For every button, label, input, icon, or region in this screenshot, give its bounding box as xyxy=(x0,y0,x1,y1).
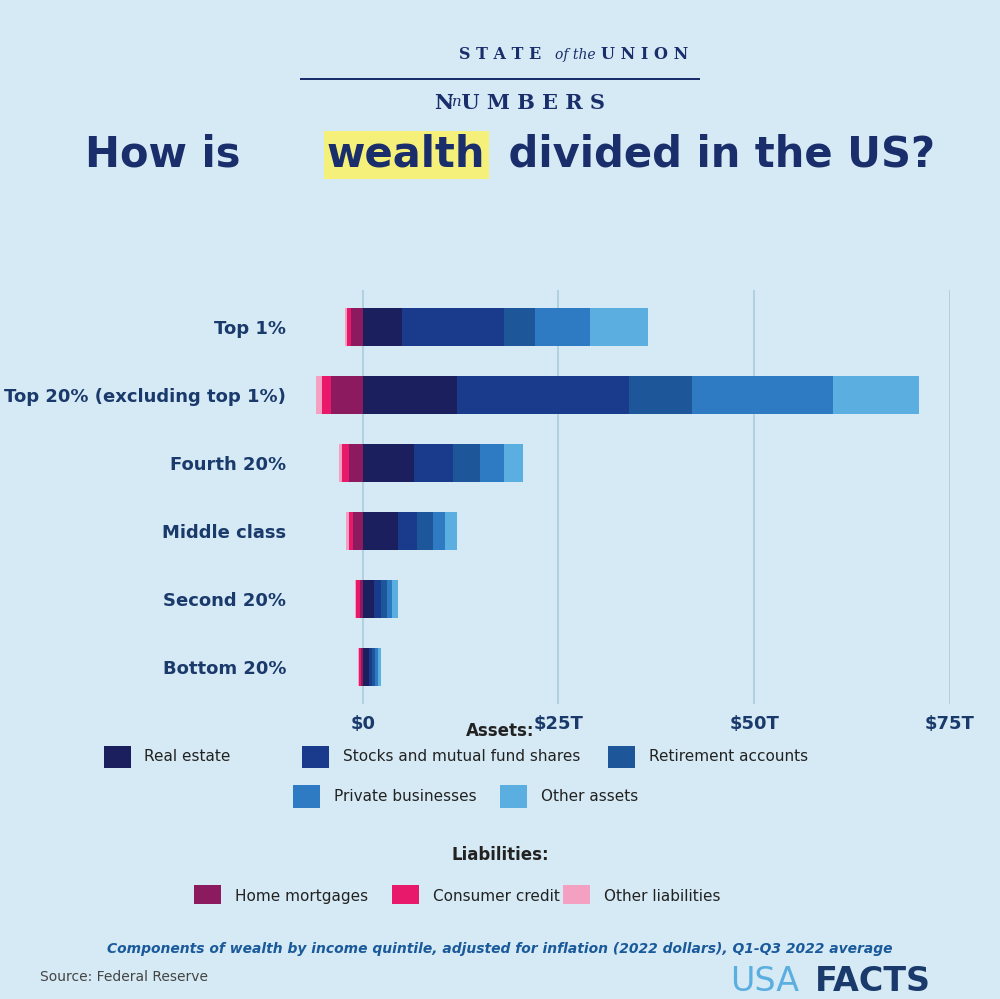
Text: Consumer credit: Consumer credit xyxy=(433,889,559,904)
Bar xyxy=(387,580,392,617)
Bar xyxy=(361,648,363,685)
Bar xyxy=(339,445,342,482)
Bar xyxy=(629,377,692,414)
Bar xyxy=(563,885,590,904)
Text: in: in xyxy=(448,95,462,109)
Bar xyxy=(293,785,320,808)
Text: Other liabilities: Other liabilities xyxy=(604,889,720,904)
Text: divided in the US?: divided in the US? xyxy=(494,134,935,176)
Text: USA: USA xyxy=(730,964,799,998)
Bar xyxy=(504,445,523,482)
Bar xyxy=(692,377,833,414)
Text: wealth: wealth xyxy=(327,134,486,176)
Bar xyxy=(302,745,329,768)
Text: Private businesses: Private businesses xyxy=(334,789,476,804)
Bar xyxy=(453,445,480,482)
Text: Components of wealth by income quintile, adjusted for inflation (2022 dollars), : Components of wealth by income quintile,… xyxy=(107,942,893,956)
Bar xyxy=(331,377,363,414)
Bar xyxy=(351,309,363,346)
Bar xyxy=(433,512,445,549)
Bar xyxy=(356,580,360,617)
Bar xyxy=(360,580,363,617)
Bar xyxy=(417,512,433,549)
Bar xyxy=(194,885,221,904)
Bar xyxy=(833,377,919,414)
Bar xyxy=(363,445,414,482)
Text: Other assets: Other assets xyxy=(541,789,638,804)
Text: S T A T E: S T A T E xyxy=(459,46,541,64)
Bar xyxy=(392,580,398,617)
Bar xyxy=(358,648,359,685)
Bar xyxy=(402,309,504,346)
Text: Retirement accounts: Retirement accounts xyxy=(649,749,808,764)
Bar xyxy=(345,309,347,346)
Bar xyxy=(500,785,527,808)
Text: How is: How is xyxy=(85,134,255,176)
Bar xyxy=(375,648,378,685)
Bar xyxy=(378,648,381,685)
Bar xyxy=(457,377,629,414)
Bar xyxy=(414,445,453,482)
Bar xyxy=(349,445,363,482)
Bar xyxy=(363,580,374,617)
Text: Liabilities:: Liabilities: xyxy=(451,846,549,864)
Bar xyxy=(381,580,387,617)
Bar xyxy=(346,512,349,549)
Bar xyxy=(504,309,535,346)
Bar xyxy=(398,512,417,549)
Bar xyxy=(363,309,402,346)
Bar xyxy=(608,745,635,768)
Bar xyxy=(372,648,375,685)
Text: Real estate: Real estate xyxy=(144,749,231,764)
Bar xyxy=(445,512,457,549)
Bar xyxy=(480,445,504,482)
Bar xyxy=(363,512,398,549)
Bar xyxy=(359,648,361,685)
Bar xyxy=(363,377,457,414)
Bar xyxy=(347,309,351,346)
Text: Source: Federal Reserve: Source: Federal Reserve xyxy=(40,970,208,984)
Text: of the: of the xyxy=(555,48,595,62)
Bar xyxy=(392,885,419,904)
Bar xyxy=(355,580,356,617)
Text: FACTS: FACTS xyxy=(815,964,931,998)
Text: N U M B E R S: N U M B E R S xyxy=(435,93,605,113)
Bar xyxy=(342,445,349,482)
Text: Home mortgages: Home mortgages xyxy=(235,889,368,904)
Bar xyxy=(104,745,131,768)
Bar xyxy=(363,648,369,685)
Bar xyxy=(316,377,322,414)
Bar xyxy=(590,309,648,346)
Bar xyxy=(322,377,331,414)
Bar xyxy=(369,648,372,685)
Bar xyxy=(349,512,353,549)
Text: Stocks and mutual fund shares: Stocks and mutual fund shares xyxy=(343,749,580,764)
Bar xyxy=(374,580,381,617)
Bar xyxy=(535,309,590,346)
Bar xyxy=(353,512,363,549)
Text: U N I O N: U N I O N xyxy=(601,46,689,64)
Text: Assets:: Assets: xyxy=(466,721,534,740)
